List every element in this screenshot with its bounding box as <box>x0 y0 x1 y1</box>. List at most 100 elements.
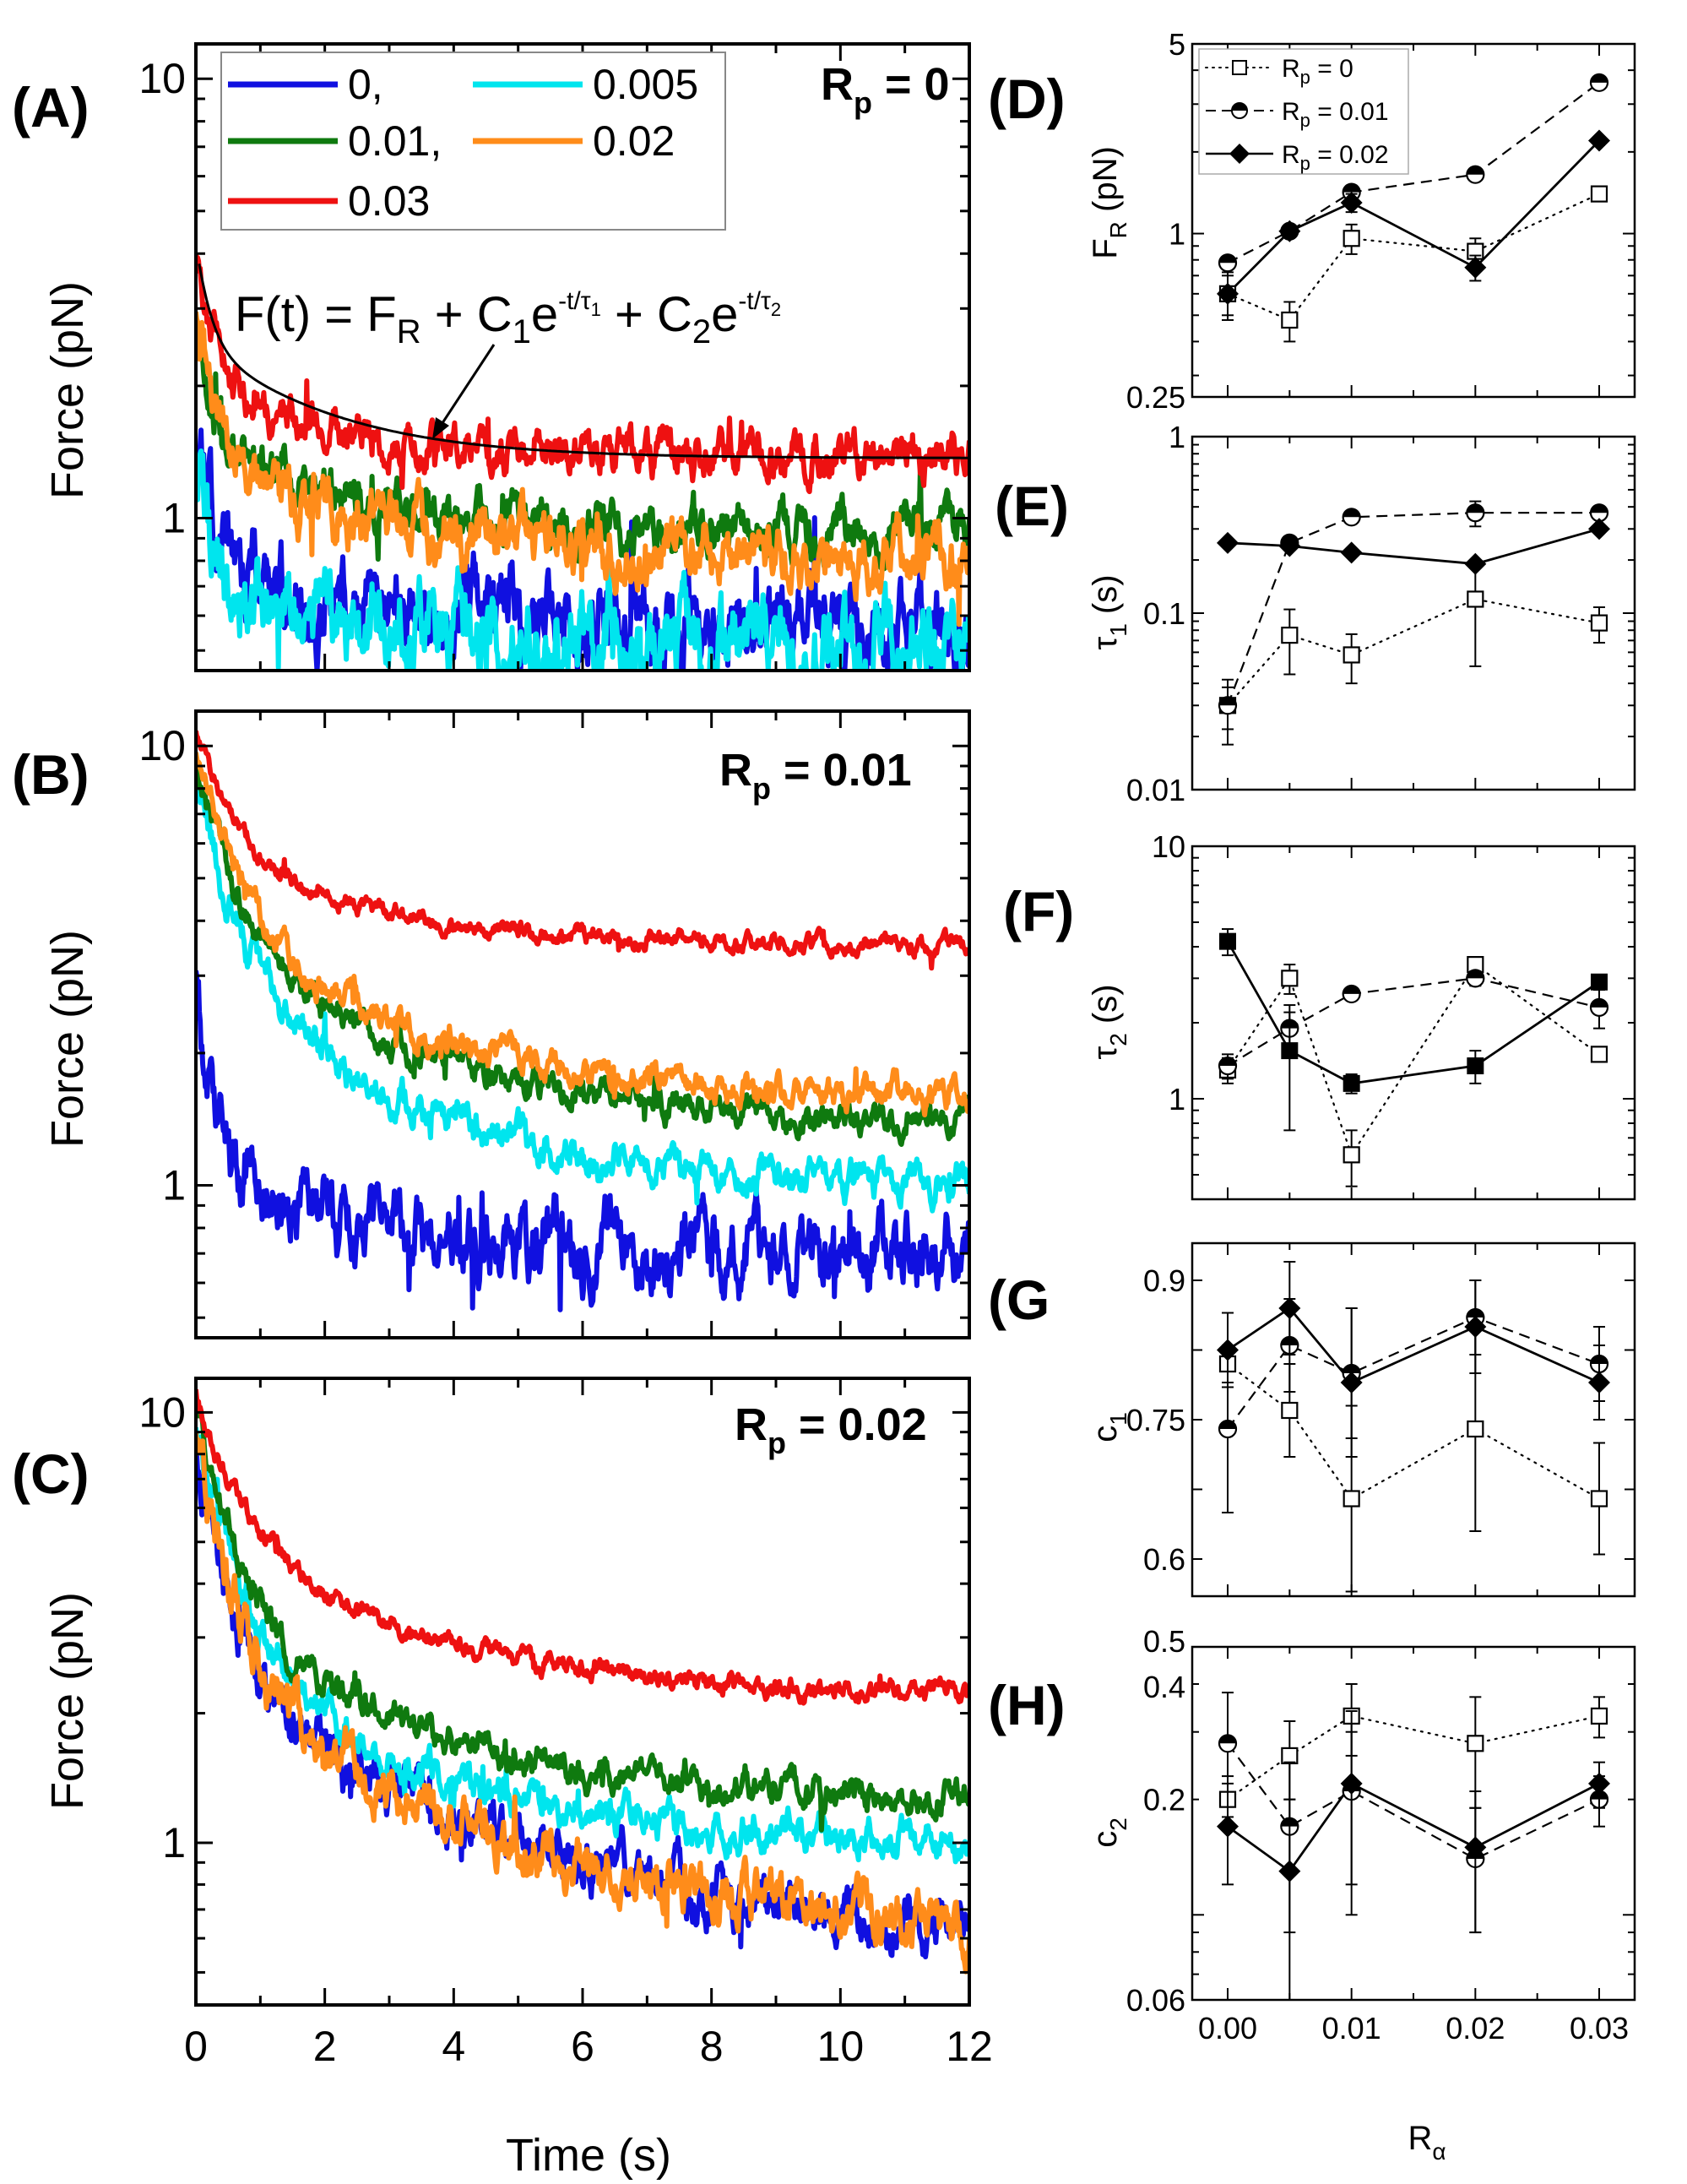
marker-diamond <box>1217 1339 1239 1361</box>
marker-square <box>1343 1146 1360 1164</box>
marker-half-circle <box>1218 1056 1238 1076</box>
y-tick-label: 1 <box>1169 420 1185 454</box>
panel-d-points <box>1192 43 1635 397</box>
series-line <box>1226 941 1600 1085</box>
series-line <box>1226 598 1601 707</box>
series-line <box>1226 1714 1601 1801</box>
marker-diamond <box>1464 256 1487 279</box>
force-trace-0.01 <box>196 1406 969 1833</box>
x-axis-title: Time (s) <box>506 2130 671 2181</box>
panel-b-frame <box>194 709 971 1339</box>
panel-b-rp-label: Rp = 0.01 <box>719 745 912 806</box>
y-tick-label: 0.5 <box>1143 1624 1185 1659</box>
panel-f-ytick-labels: 1 10 <box>1152 829 1185 1116</box>
panel-a: (A) 110 0, 0.005 0.01, 0.02 0.03 Rp = 0 … <box>12 42 971 672</box>
panel-e: (E) 0.01 0.1 1 τ1 (s) <box>995 420 1636 807</box>
marker-square <box>1281 970 1299 987</box>
panel-c: (C) 1 10 0 2 4 6 8 10 12 Rp = 0.02 <box>12 1377 993 2070</box>
force-trace-0.02 <box>196 1432 969 1975</box>
panel-b: (B) 1 10 Rp = 0.01 <box>12 709 971 1339</box>
marker-square <box>1343 646 1360 664</box>
marker-square <box>1343 230 1360 247</box>
marker-square-filled <box>1467 1057 1484 1075</box>
marker-square-filled <box>1281 1042 1299 1060</box>
marker-diamond <box>1340 1772 1363 1795</box>
y-tick-label: 5 <box>1169 27 1185 62</box>
y-tick-label: 0.75 <box>1126 1403 1185 1437</box>
marker-half-circle <box>1218 1419 1238 1439</box>
panel-a-ytick-labels: 1 10 <box>138 55 186 541</box>
y-tick-label: 0.9 <box>1143 1263 1185 1298</box>
x-tick-label: 2 <box>313 2023 337 2070</box>
force-trace-0 <box>196 970 969 1312</box>
marker-square <box>1590 614 1608 632</box>
legend-label-1: 0.005 <box>593 61 698 108</box>
marker-diamond <box>1340 191 1363 214</box>
force-trace-0.005 <box>196 777 969 1214</box>
marker-square <box>1281 627 1299 644</box>
panel-a-ylabel: Force (pN) <box>42 281 93 499</box>
x-tick-label: 0.01 <box>1322 2011 1381 2045</box>
panel-h-frame <box>1191 1645 1636 2002</box>
marker-diamond <box>1464 1836 1487 1859</box>
panel-g-ylabel: c1 <box>1087 1412 1131 1442</box>
panel-h: (H) 0.06 0.2 0.4 0.5 0.00 0.01 0.02 0.03 c2 Rα <box>988 1624 1636 2165</box>
panel-b-ytick-labels: 1 10 <box>138 722 186 1209</box>
panel-d-ytick-labels: 0.25 1 5 <box>1126 27 1185 415</box>
x-tick-label: 4 <box>442 2023 465 2070</box>
panel-h-xlabel: Rα <box>1408 2120 1446 2165</box>
marker-square <box>1281 1747 1299 1765</box>
marker-square <box>1281 1401 1299 1420</box>
panel-a-legend: 0, 0.005 0.01, 0.02 0.03 <box>220 52 726 231</box>
panel-h-label: (H) <box>988 1674 1066 1736</box>
legend-label-0: 0, <box>348 61 383 108</box>
marker-half-circle <box>1218 253 1238 273</box>
panel-e-ylabel: τ1 (s) <box>1087 574 1131 649</box>
legend-label-2: 0.01, <box>348 117 442 165</box>
marker-square-filled <box>1219 932 1236 950</box>
x-tick-label: 12 <box>946 2023 993 2070</box>
series-line <box>1226 193 1601 322</box>
panel-h-ticks <box>1192 1646 1635 2001</box>
panel-d-frame <box>1191 42 1636 399</box>
force-trace-0.005 <box>196 1426 969 1865</box>
legend-label-3: 0.02 <box>593 117 675 165</box>
panel-g-label: (G <box>988 1269 1050 1331</box>
marker-diamond <box>1340 1372 1363 1394</box>
marker-square <box>1590 1707 1608 1725</box>
y-tick-label: 10 <box>138 55 186 102</box>
marker-diamond <box>1217 282 1239 305</box>
x-tick-label: 0 <box>184 2023 208 2070</box>
marker-diamond <box>1588 129 1610 152</box>
panel-f: (F) 1 10 τ2 (s) <box>1003 829 1636 1201</box>
y-tick-label: 0.1 <box>1143 596 1185 631</box>
panel-h-tick-labels: 0.06 0.2 0.4 0.5 0.00 0.01 0.02 0.03 <box>1126 1624 1629 2045</box>
panel-f-label: (F) <box>1003 880 1074 943</box>
y-tick-label: 1 <box>162 495 186 542</box>
marker-diamond <box>1217 531 1239 554</box>
marker-square <box>1590 1046 1608 1063</box>
marker-square <box>1281 311 1299 329</box>
y-tick-label: 0.2 <box>1143 1783 1185 1817</box>
panel-d-legend: Rp = 0 Rp = 0.01 Rp = 0.02 <box>1198 48 1409 175</box>
panel-g-ytick-labels: 0.6 0.75 0.9 <box>1126 1263 1185 1577</box>
panel-h-points <box>1192 1646 1635 2001</box>
force-trace-0.03 <box>196 1388 969 1706</box>
series-line <box>1227 1742 1600 1861</box>
marker-square <box>1467 1420 1484 1438</box>
marker-half-circle <box>1342 984 1361 1004</box>
legend-marker-square <box>1232 60 1247 75</box>
marker-diamond <box>1464 552 1487 575</box>
y-tick-label: 0.06 <box>1126 1983 1185 2018</box>
panel-a-traces <box>194 44 971 671</box>
series-line <box>1226 963 1601 1157</box>
x-tick-label: 0.03 <box>1570 2011 1629 2045</box>
y-tick-label: 10 <box>1152 829 1185 864</box>
marker-diamond <box>1464 1316 1487 1338</box>
panel-e-label: (E) <box>995 475 1069 537</box>
panel-d: (D) 0.25 1 5 FR (pN) Rp = 0 Rp = 0.01 Rp =… <box>988 27 1636 415</box>
x-tick-label: 0.02 <box>1446 2011 1505 2045</box>
y-tick-label: 0.01 <box>1126 773 1185 807</box>
legend-label-rp0: Rp = 0 <box>1282 55 1353 88</box>
